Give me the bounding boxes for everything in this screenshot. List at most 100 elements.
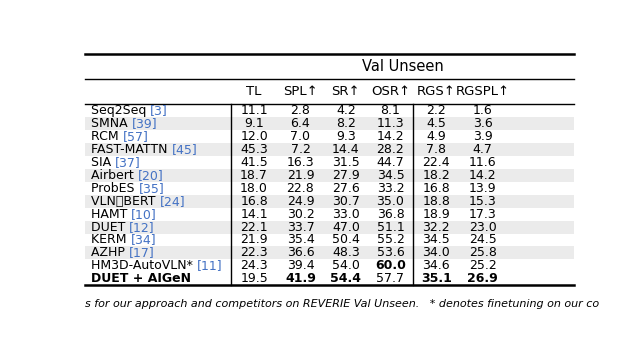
Text: ProbES: ProbES <box>91 182 138 195</box>
Bar <box>85 221 573 234</box>
Text: 26.9: 26.9 <box>467 272 498 285</box>
Text: RGSPL↑: RGSPL↑ <box>456 86 510 99</box>
Text: [39]: [39] <box>132 117 157 130</box>
Bar <box>85 247 573 259</box>
Text: SMNA: SMNA <box>91 117 132 130</box>
Text: 18.2: 18.2 <box>422 169 450 182</box>
Text: RGS↑: RGS↑ <box>417 86 456 99</box>
Text: 50.4: 50.4 <box>332 234 360 247</box>
Text: FAST-MATTN: FAST-MATTN <box>91 143 172 156</box>
Text: DUET: DUET <box>91 221 129 234</box>
Text: 8.2: 8.2 <box>336 117 356 130</box>
Text: 25.8: 25.8 <box>469 247 497 260</box>
Text: 8.1: 8.1 <box>381 104 401 117</box>
Bar <box>85 143 573 156</box>
Text: 25.2: 25.2 <box>469 259 497 272</box>
Text: 54.4: 54.4 <box>330 272 362 285</box>
Text: Val Unseen: Val Unseen <box>362 60 444 74</box>
Text: SR↑: SR↑ <box>332 86 360 99</box>
Text: 21.9: 21.9 <box>240 234 268 247</box>
Text: 30.7: 30.7 <box>332 195 360 208</box>
Bar <box>85 169 573 182</box>
Text: 41.9: 41.9 <box>285 272 316 285</box>
Text: 33.0: 33.0 <box>332 208 360 221</box>
Text: 48.3: 48.3 <box>332 247 360 260</box>
Text: RCM: RCM <box>91 130 122 143</box>
Text: TL: TL <box>246 86 262 99</box>
Text: 9.3: 9.3 <box>336 130 356 143</box>
Text: 4.9: 4.9 <box>426 130 446 143</box>
Text: [12]: [12] <box>129 221 155 234</box>
Text: [3]: [3] <box>150 104 168 117</box>
Text: [20]: [20] <box>138 169 163 182</box>
Text: 15.3: 15.3 <box>469 195 497 208</box>
Text: 28.2: 28.2 <box>376 143 404 156</box>
Text: SPL↑: SPL↑ <box>283 86 318 99</box>
Text: AZHP: AZHP <box>91 247 129 260</box>
Text: DUET + AIGeN: DUET + AIGeN <box>91 272 191 285</box>
Text: 4.5: 4.5 <box>426 117 446 130</box>
Text: 22.3: 22.3 <box>240 247 268 260</box>
Text: 18.9: 18.9 <box>422 208 450 221</box>
Text: 3.9: 3.9 <box>473 130 493 143</box>
Text: [57]: [57] <box>122 130 148 143</box>
Text: 14.2: 14.2 <box>377 130 404 143</box>
Text: 4.2: 4.2 <box>336 104 356 117</box>
Text: Airbert: Airbert <box>91 169 138 182</box>
Text: 36.8: 36.8 <box>376 208 404 221</box>
Text: 24.5: 24.5 <box>469 234 497 247</box>
Text: 24.9: 24.9 <box>287 195 314 208</box>
Text: 12.0: 12.0 <box>240 130 268 143</box>
Text: 39.4: 39.4 <box>287 259 314 272</box>
Text: 21.9: 21.9 <box>287 169 314 182</box>
Text: 27.6: 27.6 <box>332 182 360 195</box>
Text: OSR↑: OSR↑ <box>371 86 410 99</box>
Text: [34]: [34] <box>131 234 156 247</box>
Text: 16.3: 16.3 <box>287 156 314 169</box>
Text: 11.1: 11.1 <box>240 104 268 117</box>
Text: 18.7: 18.7 <box>240 169 268 182</box>
Text: Seq2Seq: Seq2Seq <box>91 104 150 117</box>
Text: 55.2: 55.2 <box>376 234 404 247</box>
Text: 7.8: 7.8 <box>426 143 446 156</box>
Text: 6.4: 6.4 <box>291 117 310 130</box>
Text: 31.5: 31.5 <box>332 156 360 169</box>
Text: 35.1: 35.1 <box>420 272 452 285</box>
Text: 11.6: 11.6 <box>469 156 497 169</box>
Text: 34.5: 34.5 <box>422 234 450 247</box>
Text: 41.5: 41.5 <box>240 156 268 169</box>
Text: 34.5: 34.5 <box>376 169 404 182</box>
Text: 27.9: 27.9 <box>332 169 360 182</box>
Text: 13.9: 13.9 <box>469 182 497 195</box>
Text: [35]: [35] <box>138 182 164 195</box>
Text: 35.0: 35.0 <box>376 195 404 208</box>
Text: 2.2: 2.2 <box>426 104 446 117</box>
Text: 22.4: 22.4 <box>422 156 450 169</box>
Text: 4.7: 4.7 <box>473 143 493 156</box>
Text: 18.0: 18.0 <box>240 182 268 195</box>
Text: 1.6: 1.6 <box>473 104 493 117</box>
Text: [11]: [11] <box>196 259 223 272</box>
Text: 54.0: 54.0 <box>332 259 360 272</box>
Text: 51.1: 51.1 <box>376 221 404 234</box>
Bar <box>85 117 573 130</box>
Text: 7.0: 7.0 <box>291 130 310 143</box>
Text: 3.6: 3.6 <box>473 117 493 130</box>
Text: 19.5: 19.5 <box>240 272 268 285</box>
Text: 34.0: 34.0 <box>422 247 450 260</box>
Text: 11.3: 11.3 <box>377 117 404 130</box>
Text: [24]: [24] <box>159 195 185 208</box>
Text: VLNⓄBERT: VLNⓄBERT <box>91 195 159 208</box>
Text: 57.7: 57.7 <box>376 272 404 285</box>
Bar <box>85 195 573 208</box>
Text: 17.3: 17.3 <box>469 208 497 221</box>
Text: 45.3: 45.3 <box>240 143 268 156</box>
Text: [17]: [17] <box>129 247 154 260</box>
Text: 16.8: 16.8 <box>240 195 268 208</box>
Text: 2.8: 2.8 <box>291 104 310 117</box>
Text: 14.2: 14.2 <box>469 169 497 182</box>
Text: 53.6: 53.6 <box>376 247 404 260</box>
Text: 47.0: 47.0 <box>332 221 360 234</box>
Text: KERM: KERM <box>91 234 131 247</box>
Text: 22.1: 22.1 <box>240 221 268 234</box>
